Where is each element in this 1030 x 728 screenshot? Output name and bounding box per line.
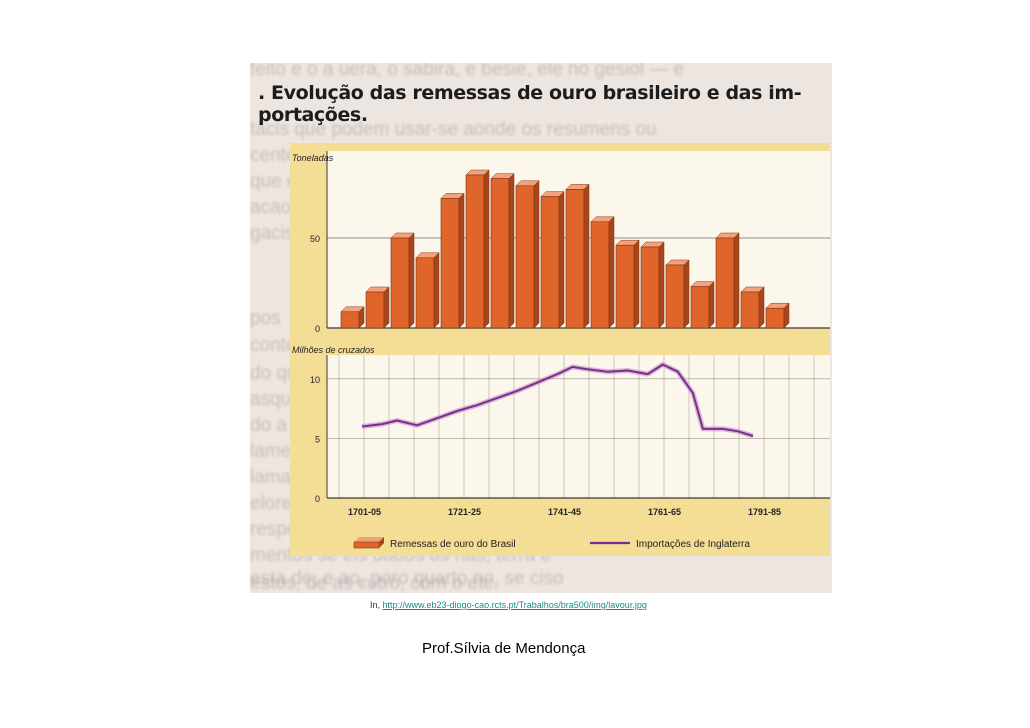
bar-side-face xyxy=(608,216,615,329)
bar-front-face xyxy=(590,221,610,329)
bar xyxy=(490,172,515,329)
x-tick-label: 1761-65 xyxy=(648,507,681,517)
bar-side-face xyxy=(458,192,465,329)
background-text-line: estos, de as cutro, com o etc. xyxy=(250,573,499,593)
x-tick-label: 1791-85 xyxy=(748,507,781,517)
bar-side-face xyxy=(633,239,640,329)
bar-front-face xyxy=(740,291,760,329)
bar xyxy=(590,216,615,329)
bar-side-face xyxy=(408,232,415,329)
bar xyxy=(565,183,590,329)
x-tick-label: 1721-25 xyxy=(448,507,481,517)
bar-y-tick-label: 0 xyxy=(315,324,320,334)
bar xyxy=(440,192,465,329)
bar-front-face xyxy=(440,198,460,329)
background-text-line: pos xyxy=(250,308,281,329)
bar-side-face xyxy=(733,232,740,329)
x-tick-label: 1701-05 xyxy=(348,507,381,517)
bar-side-face xyxy=(533,180,540,329)
bar-front-face xyxy=(765,307,785,329)
source-link[interactable]: http://www.eb23-diogo-cao.rcts.pt/Trabal… xyxy=(382,600,647,610)
bar-front-face xyxy=(715,237,735,329)
legend: Remessas de ouro do Brasil Importações d… xyxy=(353,537,750,550)
title-line-1: . Evolução das remessas de ouro brasilei… xyxy=(258,82,802,104)
bar-front-face xyxy=(565,189,585,329)
legend-bar-label: Remessas de ouro do Brasil xyxy=(390,539,516,550)
bar xyxy=(640,241,665,329)
legend-bar-swatch xyxy=(353,537,384,549)
bar-side-face xyxy=(433,252,440,329)
title-line-2: portações. xyxy=(258,104,368,126)
bar xyxy=(515,180,540,329)
line-series xyxy=(361,363,754,437)
chart-title: . Evolução das remessas de ouro brasilei… xyxy=(258,82,828,126)
bar-front-face xyxy=(415,257,435,329)
bar-side-face xyxy=(508,172,515,329)
legend-line-label: Importações de Inglaterra xyxy=(636,539,750,550)
bar xyxy=(365,286,390,329)
bar xyxy=(340,306,365,329)
line-plot-area xyxy=(327,355,830,498)
bar-side-face xyxy=(658,241,665,329)
line-y-tick-label: 0 xyxy=(315,494,320,504)
bar-front-face xyxy=(365,291,385,329)
background-text-line: tacis que podem usar-se aonde os resumen… xyxy=(250,119,657,140)
bar-y-axis-label: Toneladas xyxy=(292,153,334,163)
bar xyxy=(715,232,740,329)
bar-side-face xyxy=(758,286,765,329)
bar-side-face xyxy=(583,183,590,329)
bar xyxy=(690,280,715,329)
bar-side-face xyxy=(558,190,565,329)
chart-panel: Toneladas 0 50 Milhões de cruzados 0 5 10 1701-… xyxy=(290,143,830,556)
bar xyxy=(765,302,790,329)
line-y-tick-label: 10 xyxy=(310,375,320,385)
bar-front-face xyxy=(665,264,685,329)
bar xyxy=(540,190,565,329)
bar-front-face xyxy=(390,237,410,329)
bar-front-face xyxy=(690,286,710,329)
background-text-line: feito e o a uera, o sabira, e besie, ele… xyxy=(250,63,685,80)
bar-front-face xyxy=(640,246,660,329)
bar xyxy=(615,239,640,329)
bar-side-face xyxy=(708,280,715,329)
line-y-axis-label: Milhões de cruzados xyxy=(292,345,375,355)
chart-svg: Toneladas 0 50 Milhões de cruzados 0 5 10 1701-… xyxy=(292,151,830,517)
scanned-page: feito e o a uera, o sabira, e besie, ele… xyxy=(250,63,832,593)
bar-side-face xyxy=(783,302,790,329)
bar-front-face xyxy=(615,244,635,329)
bar-front-face xyxy=(465,174,485,329)
caption-prefix: In, xyxy=(370,600,383,610)
source-caption: In, http://www.eb23-diogo-cao.rcts.pt/Tr… xyxy=(370,600,647,610)
bar-front-face xyxy=(515,185,535,329)
bar xyxy=(390,232,415,329)
bar-front-face xyxy=(540,196,560,329)
bar-y-tick-label: 50 xyxy=(310,234,320,244)
background-text-line: esta de, e ao, poro quarto no, se ciso xyxy=(250,568,564,589)
bar-series xyxy=(340,169,790,329)
bar xyxy=(415,252,440,329)
bar-side-face xyxy=(483,169,490,329)
bar xyxy=(740,286,765,329)
bar-front-face xyxy=(490,178,510,329)
x-tick-label: 1741-45 xyxy=(548,507,581,517)
line-y-tick-label: 5 xyxy=(315,434,320,444)
bar xyxy=(465,169,490,329)
author-credit: Prof.Sílvia de Mendonça xyxy=(422,640,586,657)
bar-side-face xyxy=(683,259,690,329)
bar-front-face xyxy=(340,311,360,329)
bar-side-face xyxy=(383,286,390,329)
bar-side-face xyxy=(358,306,365,329)
bar xyxy=(665,259,690,329)
